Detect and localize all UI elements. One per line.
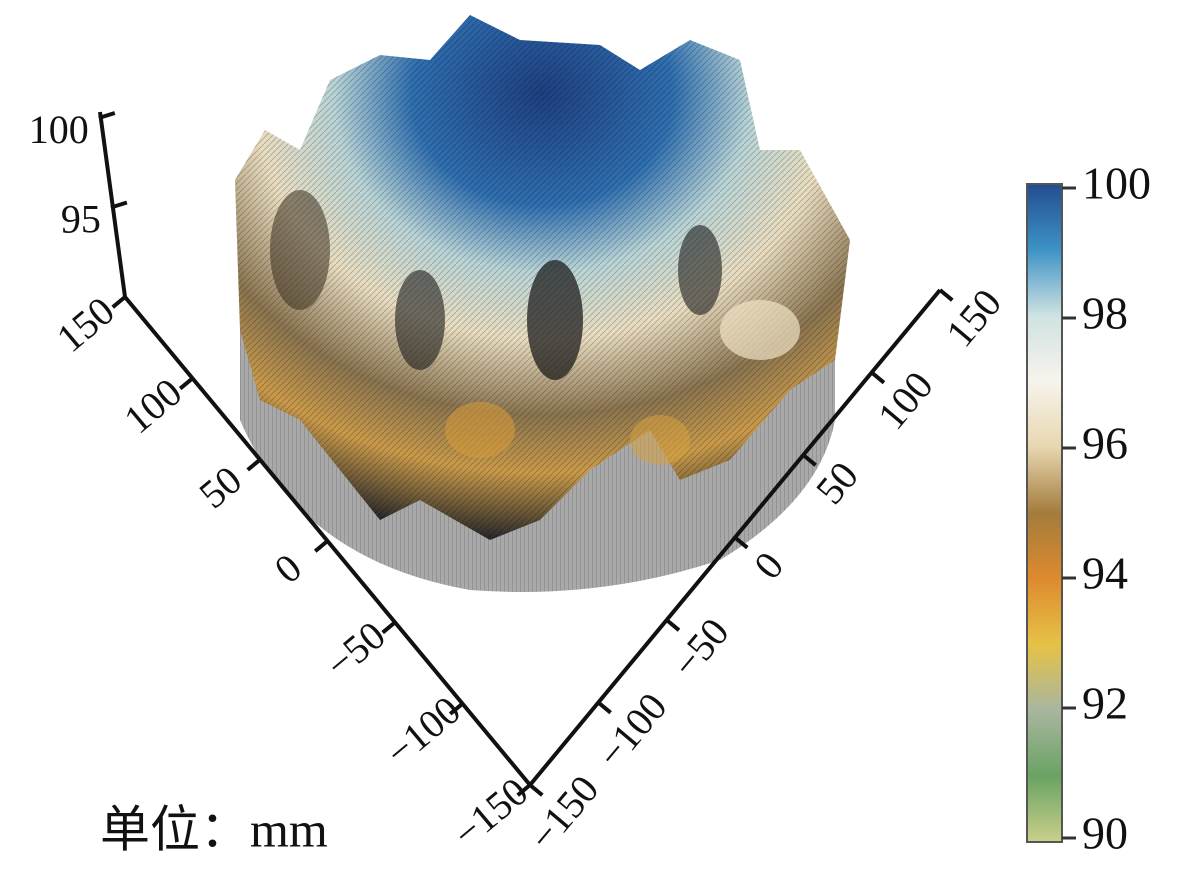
y-tick-label: 0 <box>745 543 792 587</box>
colorbar-tick-label: 98 <box>1082 288 1128 339</box>
x-tick <box>313 539 329 553</box>
x-tick-label: −100 <box>377 687 469 775</box>
y-tick-label: 150 <box>937 280 1010 355</box>
z-tick-label: 100 <box>29 107 89 152</box>
y-tick <box>870 370 886 385</box>
surface <box>235 15 850 592</box>
x-tick-label: 50 <box>191 457 251 517</box>
y-tick <box>938 288 954 302</box>
x-tick <box>111 295 127 309</box>
x-tick-label: 100 <box>115 369 190 442</box>
x-tick-label: −50 <box>317 612 394 687</box>
colorbar-tick-label: 90 <box>1082 808 1128 859</box>
colorbar-tick-label: 94 <box>1082 548 1128 599</box>
colorbar-tick-label: 92 <box>1082 678 1128 729</box>
unit-label: 单位：mm <box>100 801 328 857</box>
colorbar-tick-label: 96 <box>1082 418 1128 469</box>
y-tick <box>733 535 749 550</box>
x-tick <box>516 783 532 797</box>
y-tick <box>665 618 681 632</box>
y-tick <box>597 700 612 715</box>
y-tick-label: −50 <box>663 609 738 686</box>
z-tick <box>98 111 116 120</box>
x-tick <box>381 620 397 635</box>
x-tick-label: 0 <box>266 545 310 592</box>
z-axis-line <box>98 111 127 298</box>
y-tick <box>528 783 544 797</box>
x-tick-label: 150 <box>48 288 123 361</box>
x-tick <box>178 376 194 391</box>
z-tick <box>110 200 128 210</box>
y-tick-label: 100 <box>869 363 942 438</box>
x-tick <box>246 458 262 472</box>
colorbar-tick-label: 100 <box>1082 158 1151 209</box>
x-tick <box>448 702 464 716</box>
x-tick-label: −150 <box>444 769 536 857</box>
y-tick <box>802 453 817 467</box>
z-tick-label: 95 <box>61 197 101 242</box>
colorbar <box>1026 183 1063 843</box>
